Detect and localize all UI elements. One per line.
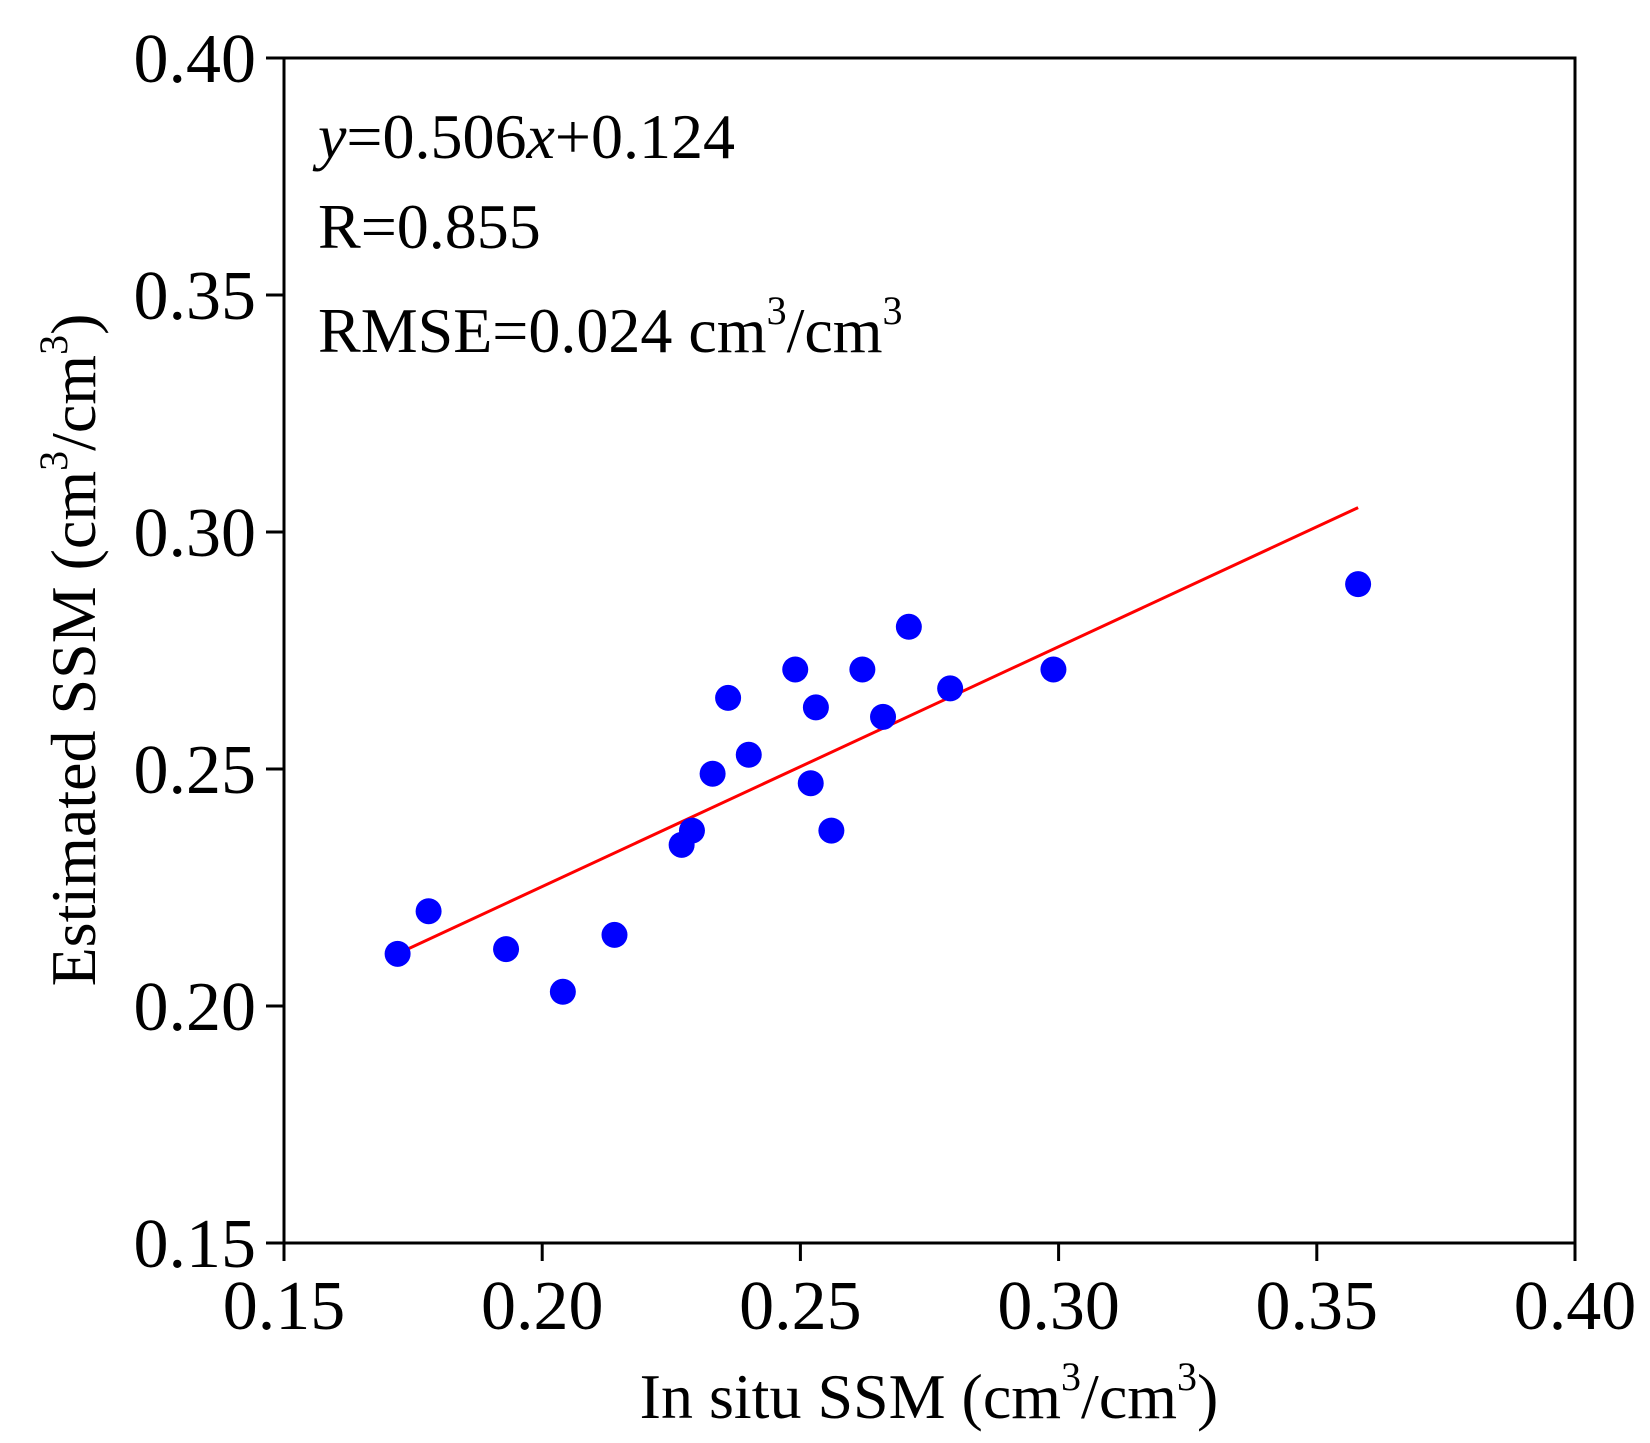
y-axis-label: Estimated SSM (cm3/cm3) (31, 314, 109, 987)
data-point (937, 675, 964, 702)
data-point (601, 921, 628, 948)
y-label-end: ) (38, 314, 109, 335)
equation-intercept: +0.124 (555, 101, 735, 172)
r-annotation: R=0.855 (318, 191, 541, 262)
data-point (870, 703, 897, 730)
x-tick-label: 0.15 (223, 1268, 346, 1345)
data-point (415, 898, 442, 925)
x-tick-label: 0.30 (997, 1268, 1120, 1345)
y-tick-label: 0.40 (134, 21, 257, 98)
data-point (818, 817, 845, 844)
x-label-sup1: 3 (1061, 1354, 1081, 1399)
data-point (549, 978, 576, 1005)
rmse-mid: /cm (787, 295, 883, 366)
axis-tick-labels: 0.15 0.20 0.25 0.30 0.35 0.40 0.15 0.20 0.25 0.30… (134, 21, 1637, 1345)
y-tick-label: 0.15 (134, 1206, 257, 1283)
y-tick-label: 0.30 (134, 495, 257, 572)
y-tick-label: 0.25 (134, 732, 257, 809)
data-point (849, 656, 876, 683)
y-label-main: Estimated SSM (cm (38, 471, 109, 987)
x-label-end: ) (1197, 1361, 1218, 1432)
data-point (493, 936, 520, 963)
data-point (384, 940, 411, 967)
data-point (1040, 656, 1067, 683)
y-label-sup2: 3 (31, 335, 76, 355)
regression-line (396, 506, 1359, 956)
x-tick-label: 0.40 (1514, 1268, 1637, 1345)
y-tick-label: 0.35 (134, 258, 257, 335)
x-axis-label: In situ SSM (cm3/cm3) (640, 1354, 1219, 1432)
data-point (715, 684, 742, 711)
data-point (802, 694, 829, 721)
rmse-sup2: 3 (883, 288, 903, 333)
x-label-sup2: 3 (1177, 1354, 1197, 1399)
fit-line-layer (396, 506, 1359, 956)
data-points (384, 571, 1372, 1005)
data-point (699, 760, 726, 787)
equation-y-symbol: y (312, 101, 347, 172)
data-point (678, 817, 705, 844)
y-label-mid: /cm (38, 355, 109, 451)
axis-ticks (266, 56, 1577, 1261)
rmse-sup1: 3 (767, 288, 787, 333)
equation-annotation: y=0.506x+0.124 (312, 101, 735, 172)
rmse-main: RMSE=0.024 cm (318, 295, 767, 366)
data-point (1345, 571, 1372, 598)
rmse-annotation: RMSE=0.024 cm3/cm3 (318, 288, 903, 366)
y-label-sup1: 3 (31, 451, 76, 471)
x-tick-label: 0.25 (739, 1268, 862, 1345)
plot-frame (282, 56, 1577, 1245)
x-label-mid: /cm (1081, 1361, 1177, 1432)
x-tick-label: 0.20 (481, 1268, 604, 1345)
data-point (782, 656, 809, 683)
x-tick-label: 0.35 (1256, 1268, 1379, 1345)
data-point (797, 770, 824, 797)
data-point (735, 741, 762, 768)
equation-x-symbol: x (526, 101, 555, 172)
y-tick-label: 0.20 (134, 969, 257, 1046)
x-label-main: In situ SSM (cm (640, 1361, 1061, 1432)
data-point (895, 613, 922, 640)
equation-coefficient: =0.506 (346, 101, 526, 172)
